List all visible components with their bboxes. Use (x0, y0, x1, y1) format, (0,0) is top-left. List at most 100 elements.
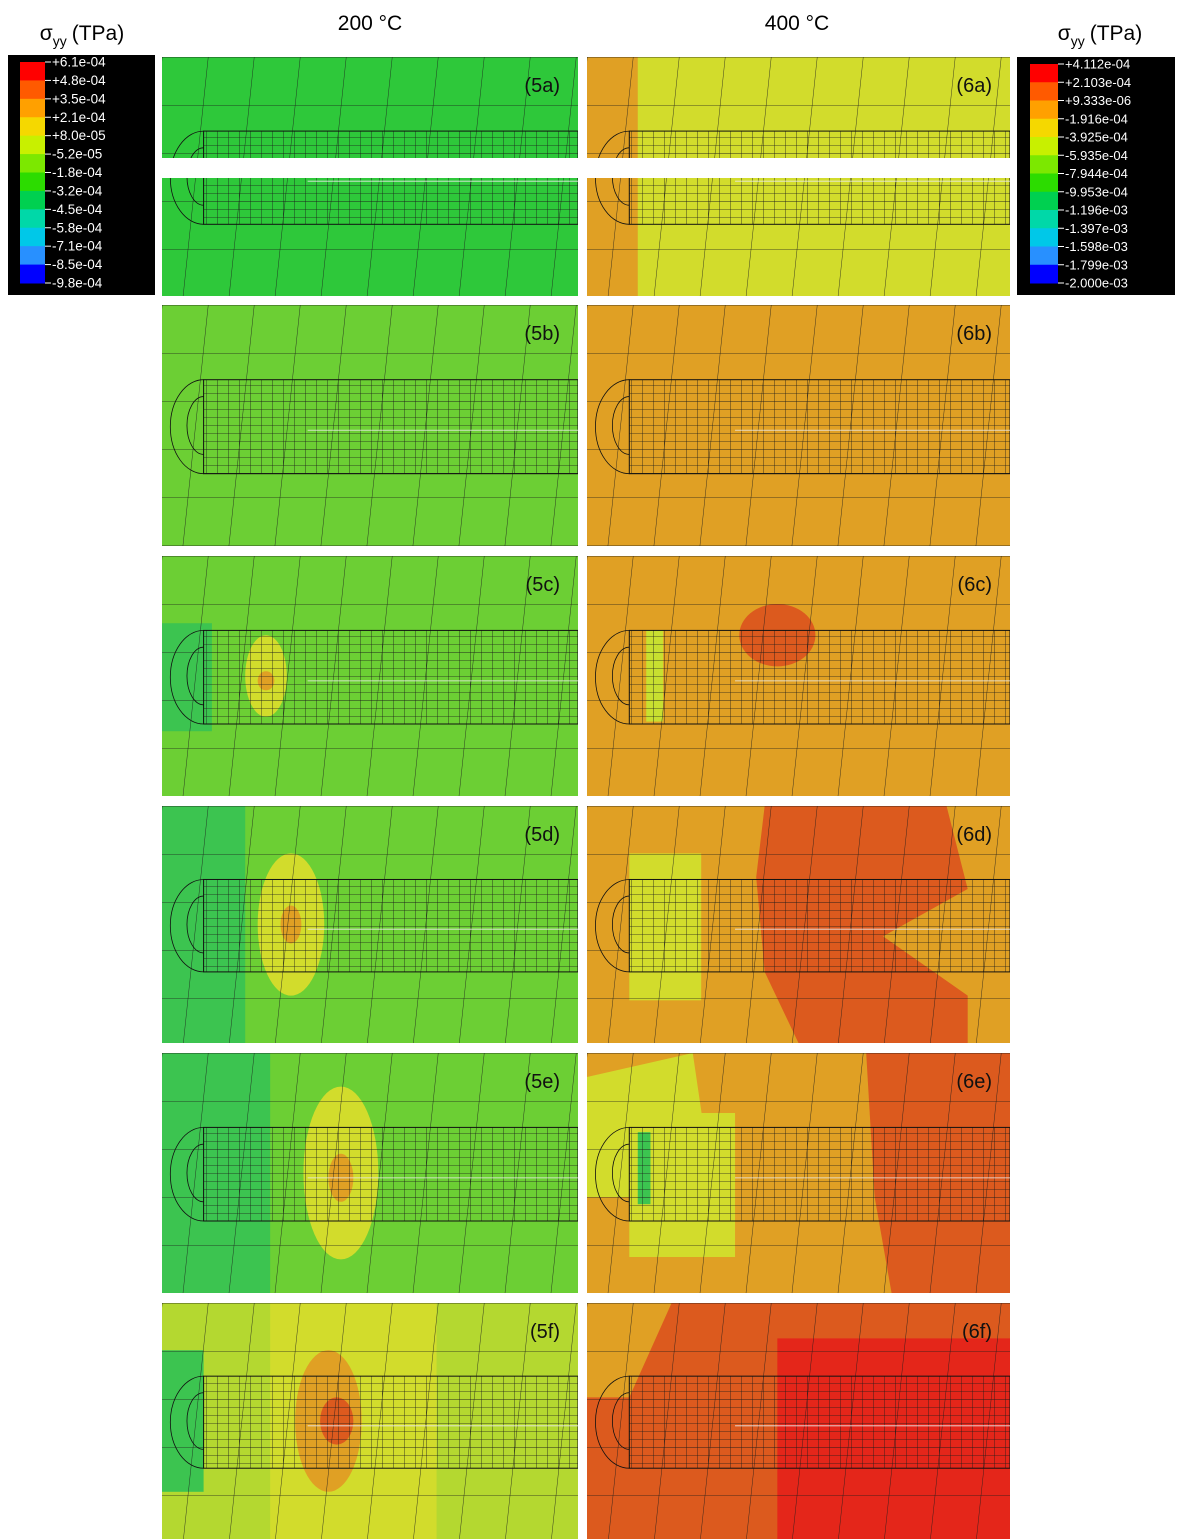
panel-label: (5e) (524, 1071, 560, 1093)
panel-label: (5b) (524, 323, 560, 345)
panel-label: (6c) (958, 574, 992, 596)
panel-body (162, 806, 578, 1043)
legend-label: -8.5e-04 (52, 257, 103, 272)
panel-body (587, 806, 1010, 1043)
legend-symbol: σ (1058, 22, 1071, 45)
contour-panel: (6c) (587, 556, 1010, 796)
legend-swatch (1030, 137, 1058, 156)
legend-label: -2.000e-03 (1065, 276, 1128, 291)
contour-panel: (5f) (162, 1303, 578, 1539)
legend-swatch (20, 227, 45, 247)
panel-body (587, 556, 1010, 796)
crack-tip-mesh (595, 630, 630, 725)
legend-swatch (20, 80, 45, 100)
legend-label: -1.598e-03 (1065, 239, 1128, 254)
fine-mesh (203, 379, 578, 475)
panel-label: (6a) (956, 75, 992, 97)
contour-panel: (6a) (587, 57, 1010, 296)
legend-swatch (20, 154, 45, 173)
legend-swatch (1030, 191, 1058, 211)
legend-label: -5.2e-05 (52, 147, 102, 162)
panel-label: (6e) (956, 1071, 992, 1093)
legend-label: +2.1e-04 (52, 110, 106, 125)
panel-body (587, 305, 1010, 546)
fine-mesh (203, 629, 578, 725)
legend-title: σyy (TPa) (40, 22, 124, 49)
legend-symbol: σ (40, 22, 53, 45)
fine-mesh (628, 379, 1010, 475)
panel-label: (5f) (530, 1321, 560, 1343)
panel-label: (6d) (956, 824, 992, 846)
panel-body (162, 1303, 578, 1539)
legend-swatch (20, 264, 45, 284)
legend-label: -3.2e-04 (52, 183, 103, 198)
legend-label: +8.0e-05 (52, 128, 106, 143)
legend-swatch (20, 98, 45, 118)
crack-tip-mesh (595, 1127, 630, 1222)
legend-swatch (20, 209, 45, 229)
gap (587, 158, 1010, 178)
fine-mesh (203, 1375, 578, 1469)
legend-swatch (20, 246, 45, 266)
legend-label: -5.8e-04 (52, 220, 103, 235)
crack-tip-mesh (169, 630, 204, 725)
column-header: 200 °C (338, 12, 402, 35)
legend-swatch (1030, 100, 1058, 120)
legend-swatch (1030, 64, 1058, 83)
gap (162, 158, 578, 178)
legend-label: -4.5e-04 (52, 202, 103, 217)
panel-body (587, 1303, 1010, 1539)
legend-swatch (1030, 82, 1058, 101)
legend-swatch (20, 62, 45, 81)
fine-mesh (203, 1126, 578, 1222)
legend-label: -1.799e-03 (1065, 257, 1128, 272)
legend-unit: (TPa) (1090, 22, 1143, 45)
legend-swatch (1030, 118, 1058, 138)
contour-panel: (6e) (587, 1053, 1010, 1293)
panel-label: (5a) (524, 75, 560, 97)
crack-tip-mesh (595, 379, 630, 475)
legend-label: -7.1e-04 (52, 239, 103, 254)
crack-tip-mesh (169, 1127, 204, 1222)
column-header: 400 °C (765, 12, 829, 35)
legend-label: +4.112e-04 (1065, 57, 1130, 72)
legend-swatch (1030, 264, 1058, 284)
contour-panel: (5b) (162, 305, 578, 546)
panel-label: (6f) (962, 1321, 992, 1343)
legend-swatch (20, 117, 45, 137)
legend-label: +9.333e-06 (1065, 93, 1131, 108)
legend-label: +2.103e-04 (1065, 75, 1131, 90)
legend-swatch (20, 172, 45, 192)
contour-panel: (6d) (587, 806, 1010, 1043)
fine-mesh (628, 629, 1010, 725)
panel-label: (5c) (526, 574, 560, 596)
fine-mesh (628, 1375, 1010, 1469)
crack-tip-mesh (169, 379, 204, 475)
legend-label: -1.8e-04 (52, 165, 103, 180)
fine-mesh (628, 1126, 1010, 1222)
legend-label: -3.925e-04 (1065, 130, 1128, 145)
panel-body (162, 556, 578, 796)
crack-tip-mesh (595, 879, 630, 973)
legend-label: +4.8e-04 (52, 73, 106, 88)
legend-label: -7.944e-04 (1065, 166, 1128, 181)
legend-label: +6.1e-04 (52, 55, 106, 70)
panel-label: (6b) (956, 323, 992, 345)
legend-swatch (1030, 210, 1058, 229)
crack-tip-mesh (595, 1375, 630, 1469)
panel-body (587, 1053, 1010, 1293)
legend-label: -9.953e-04 (1065, 184, 1128, 199)
legend-label: -9.8e-04 (52, 276, 103, 291)
crack-tip-mesh (169, 879, 204, 973)
contour-panel: (5e) (162, 1053, 578, 1293)
legend-unit: (TPa) (72, 22, 125, 45)
legend-subscript: yy (1071, 33, 1085, 49)
legend-label: -1.916e-04 (1065, 111, 1128, 126)
panel-body (162, 57, 578, 296)
legend-swatch (1030, 173, 1058, 193)
fine-mesh (628, 878, 1010, 973)
legend-label: -5.935e-04 (1065, 148, 1128, 163)
panel-body (162, 1053, 578, 1293)
legend-title: σyy (TPa) (1058, 22, 1142, 49)
